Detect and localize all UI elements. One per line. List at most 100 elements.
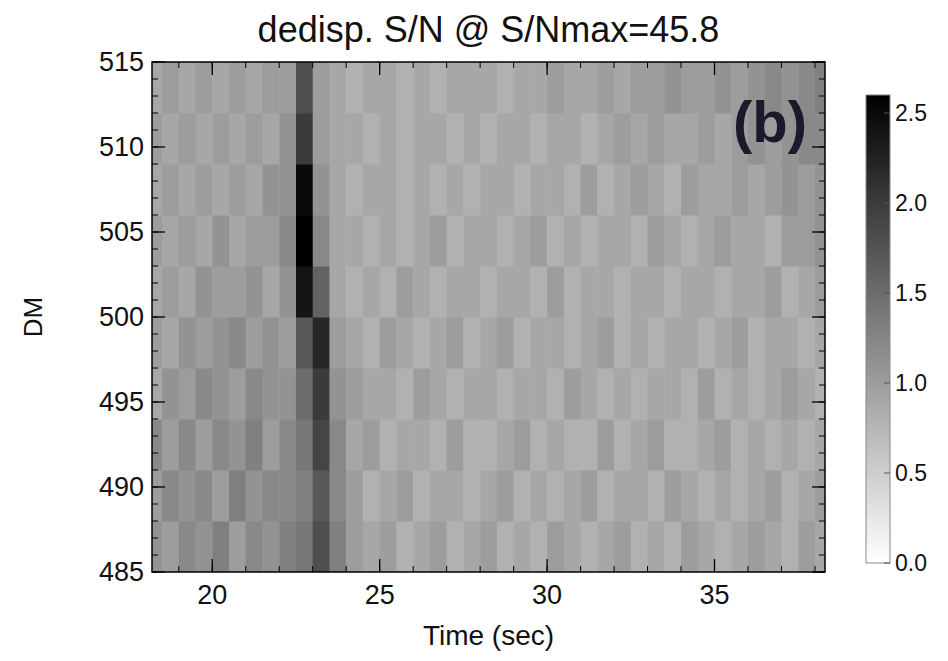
heat-cell: [313, 521, 330, 572]
heat-cell: [748, 266, 765, 318]
x-minor-tick: [747, 62, 748, 68]
heat-cell: [497, 62, 514, 114]
heat-cell: [765, 215, 782, 267]
heat-cell: [581, 470, 598, 522]
heat-cell: [296, 317, 313, 369]
heat-cell: [765, 419, 782, 471]
heat-cell: [480, 368, 497, 420]
heat-cell: [430, 521, 447, 572]
heat-cell: [279, 521, 296, 572]
heat-cell: [564, 62, 581, 114]
heat-cell: [262, 215, 279, 267]
heat-cell: [648, 419, 665, 471]
heat-cell: [497, 317, 514, 369]
heat-cell: [648, 215, 665, 267]
heat-cell: [547, 164, 564, 216]
heat-cell: [212, 62, 229, 114]
heat-cell: [229, 164, 246, 216]
colorbar-tick: [884, 383, 890, 384]
heat-cell: [547, 113, 564, 165]
heat-cell: [547, 419, 564, 471]
heat-cell: [698, 470, 715, 522]
heat-cell: [497, 113, 514, 165]
y-tick-label: 510: [99, 132, 144, 162]
x-minor-tick: [580, 62, 581, 68]
y-tick: [152, 61, 165, 62]
heat-cell: [564, 113, 581, 165]
heat-cell: [480, 62, 497, 114]
heat-cell: [681, 368, 698, 420]
heat-cell: [547, 215, 564, 267]
heat-cell: [152, 317, 163, 369]
x-minor-tick: [312, 566, 313, 572]
heat-cell: [329, 266, 346, 318]
y-minor-tick: [819, 249, 825, 250]
heat-cell: [631, 215, 648, 267]
heat-cell: [363, 266, 380, 318]
heat-cell: [514, 113, 531, 165]
colorbar-tick: [884, 293, 890, 294]
heat-cell: [781, 521, 798, 572]
heat-cell: [798, 215, 815, 267]
heat-cell: [597, 164, 614, 216]
heat-cell: [346, 470, 363, 522]
heat-cell: [313, 113, 330, 165]
heat-cell: [313, 164, 330, 216]
heat-cell: [396, 215, 413, 267]
heat-cell: [363, 164, 380, 216]
x-minor-tick: [580, 566, 581, 572]
heat-cell: [447, 317, 464, 369]
heat-cell: [396, 368, 413, 420]
heat-cell: [614, 266, 631, 318]
heat-cell: [480, 317, 497, 369]
heat-cell: [497, 266, 514, 318]
heat-cell: [162, 215, 179, 267]
heat-cell: [681, 521, 698, 572]
y-minor-tick: [819, 96, 825, 97]
heat-cell: [597, 266, 614, 318]
heat-cell: [212, 368, 229, 420]
heat-cell: [514, 164, 531, 216]
heat-cell: [681, 470, 698, 522]
heat-cell: [196, 521, 213, 572]
heat-cell: [798, 317, 815, 369]
heat-cell: [581, 368, 598, 420]
heat-cell: [664, 521, 681, 572]
heat-cell: [346, 317, 363, 369]
y-tick: [152, 486, 165, 487]
heat-cell: [815, 113, 825, 165]
heat-cell: [380, 266, 397, 318]
y-minor-tick: [819, 113, 825, 114]
heat-cell: [463, 266, 480, 318]
heat-cell: [152, 419, 163, 471]
heat-cell: [279, 419, 296, 471]
x-minor-tick: [480, 62, 481, 68]
x-minor-tick: [178, 62, 179, 68]
heat-cell: [329, 164, 346, 216]
x-minor-tick: [647, 62, 648, 68]
heat-cell: [447, 521, 464, 572]
x-minor-tick: [513, 566, 514, 572]
heat-cell: [447, 215, 464, 267]
heat-cell: [162, 521, 179, 572]
heat-cell: [765, 368, 782, 420]
heat-cell: [413, 368, 430, 420]
heat-cell: [664, 215, 681, 267]
heat-cell: [715, 266, 732, 318]
y-minor-tick: [819, 504, 825, 505]
chart: 20253035485490495500505510515dedisp. S/N…: [0, 0, 948, 661]
y-minor-tick: [819, 283, 825, 284]
heat-cell: [246, 62, 263, 114]
heat-cell: [597, 113, 614, 165]
heat-cell: [648, 317, 665, 369]
heat-cell: [212, 521, 229, 572]
x-minor-tick: [245, 566, 246, 572]
colorbar-tick-label: 1.5: [895, 280, 927, 306]
colorbar-tick: [884, 203, 890, 204]
y-minor-tick: [819, 130, 825, 131]
heat-cell: [229, 521, 246, 572]
heat-cell: [547, 368, 564, 420]
heat-cell: [296, 164, 313, 216]
heat-cell: [564, 419, 581, 471]
heat-cell: [196, 62, 213, 114]
